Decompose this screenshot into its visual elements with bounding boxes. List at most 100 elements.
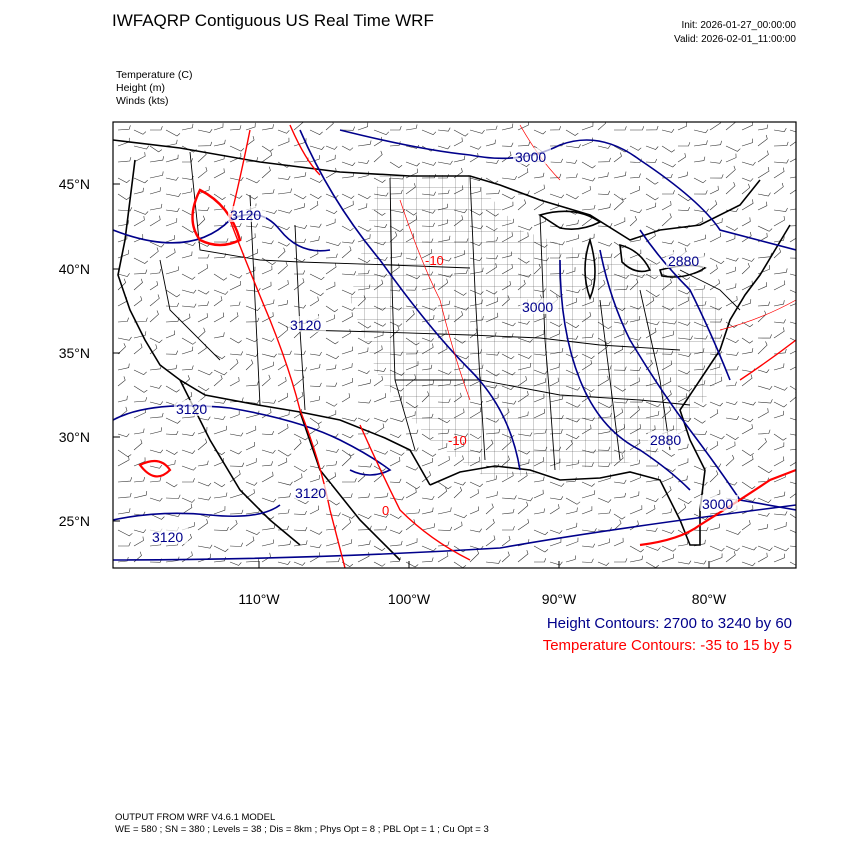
wind-barb (501, 175, 517, 180)
wind-barb (389, 125, 402, 131)
wind-barb (629, 491, 640, 499)
wind-barb (182, 478, 195, 483)
wind-barb (133, 397, 148, 403)
wind-barb (325, 401, 338, 407)
wind-barb (709, 545, 725, 552)
wind-barb (597, 509, 611, 515)
wind-barb (773, 236, 785, 243)
wind-barb (613, 537, 624, 547)
wind-barb (245, 266, 256, 275)
wind-barb (389, 141, 401, 147)
wind-barb (597, 241, 613, 247)
wind-barb (421, 557, 434, 563)
wind-barb (341, 513, 355, 519)
wind-barb (341, 363, 353, 371)
wind-barb (325, 218, 336, 227)
wind-barb (661, 449, 675, 457)
wind-barb (757, 301, 770, 307)
wind-barb (341, 417, 357, 422)
wind-barb (501, 151, 512, 163)
wind-barb (773, 433, 787, 441)
wind-barb (261, 209, 277, 214)
wind-barb (517, 501, 529, 515)
wind-barb (277, 247, 286, 259)
wind-barb (309, 474, 320, 483)
wind-barb (213, 296, 223, 307)
wind-barb (197, 185, 210, 195)
wind-barb (309, 382, 322, 387)
wind-barb (277, 423, 289, 435)
wind-barb (133, 439, 143, 451)
wind-barb (133, 369, 147, 376)
wind-barb (197, 519, 209, 531)
wind-barb (741, 177, 754, 182)
wind-barb (165, 192, 181, 197)
map-frame (112, 121, 797, 569)
wind-barb (117, 508, 131, 515)
wind-barb (245, 136, 255, 147)
wind-barb (725, 416, 740, 421)
wind-barb (517, 168, 529, 179)
wind-barb (165, 129, 181, 137)
wind-barb (197, 206, 210, 212)
wind-barb (789, 493, 796, 499)
wind-barb (165, 449, 178, 455)
wind-barb (613, 197, 624, 211)
wind-barb (197, 416, 211, 421)
wind-barb (709, 463, 722, 468)
wind-barb (245, 399, 260, 404)
wind-barb (357, 471, 366, 483)
wind-barb (469, 549, 480, 563)
wind-barb (117, 433, 130, 438)
wind-barb (133, 278, 143, 291)
wind-barb (789, 385, 796, 391)
wind-barb (581, 122, 594, 131)
wind-barb (261, 312, 274, 323)
wind-barb (117, 177, 130, 183)
wind-barb (677, 171, 688, 179)
wind-barb (149, 247, 159, 259)
wind-barb (645, 193, 659, 201)
wind-barb (709, 218, 723, 227)
wind-barb (245, 193, 258, 200)
wind-barb (373, 513, 389, 518)
wind-barb (293, 367, 308, 372)
wind-barb (549, 504, 560, 515)
wind-barb (789, 257, 796, 259)
wind-barb (741, 449, 754, 456)
wind-barb (677, 153, 686, 163)
wind-barb (421, 471, 431, 483)
wind-barb (197, 369, 213, 376)
wind-barb (661, 161, 676, 168)
wind-barb (773, 491, 786, 499)
wind-barb (549, 126, 561, 131)
wind-barb (581, 177, 596, 182)
wind-barb (725, 433, 739, 440)
wind-barb (757, 465, 773, 474)
wind-barb (357, 493, 370, 499)
wind-barb (309, 145, 325, 150)
wind-barb (741, 348, 754, 355)
wind-barb (149, 477, 162, 483)
wind-barb (677, 241, 691, 247)
wind-barb (501, 201, 514, 211)
wind-barb (229, 432, 244, 437)
wind-barb (502, 526, 515, 531)
wind-barb (757, 225, 773, 232)
wind-barb (661, 145, 675, 153)
wind-barb (117, 529, 133, 537)
wind-barb (725, 266, 736, 275)
wind-barb (245, 536, 255, 547)
wind-barb (357, 513, 372, 519)
wind-barb (181, 313, 191, 323)
wind-barb (149, 449, 164, 454)
height-label: 3000 (702, 496, 733, 512)
lat-label-25n: 25°N (59, 513, 90, 529)
wind-barb (549, 193, 565, 199)
wind-barb (789, 337, 796, 342)
height-label: 3120 (295, 485, 326, 501)
wind-barb (661, 200, 672, 211)
wind-barb (133, 216, 145, 227)
wind-barb (453, 155, 466, 163)
model-info-line2: WE = 580 ; SN = 380 ; Levels = 38 ; Dis … (115, 824, 489, 835)
